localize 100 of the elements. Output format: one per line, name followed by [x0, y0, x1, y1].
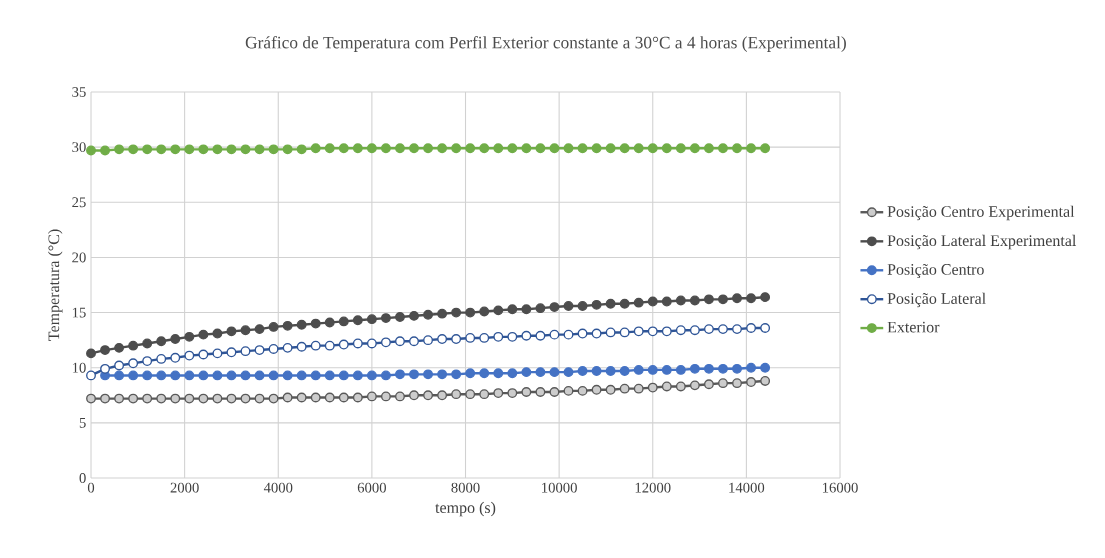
point [619, 327, 630, 338]
point [605, 298, 616, 309]
point [380, 391, 391, 402]
point [661, 143, 672, 154]
point [549, 367, 560, 378]
point [282, 392, 293, 403]
point [282, 370, 293, 381]
point [732, 293, 742, 304]
point [521, 387, 532, 397]
point [718, 143, 728, 154]
point [240, 144, 251, 155]
point [240, 346, 251, 357]
point [732, 363, 742, 374]
point [479, 143, 490, 154]
point [465, 389, 476, 400]
point [114, 144, 125, 155]
point [352, 143, 363, 154]
point [549, 387, 560, 397]
point [254, 144, 265, 155]
point [577, 143, 588, 154]
point [549, 143, 560, 154]
x-tick-label: 0 [87, 482, 95, 493]
point [493, 388, 504, 399]
point [86, 348, 96, 359]
point [647, 143, 658, 154]
point [254, 370, 265, 381]
y-axis-title: Temperatura (°C) [47, 229, 63, 341]
y-tick-label: 35 [72, 87, 86, 97]
point [184, 331, 195, 342]
point [563, 301, 574, 311]
point [352, 370, 363, 381]
point [521, 143, 532, 154]
point [423, 309, 433, 320]
point [268, 370, 279, 381]
point [114, 342, 125, 353]
point [493, 305, 504, 316]
point [704, 379, 714, 390]
point [409, 143, 419, 154]
point [380, 313, 391, 324]
point [86, 370, 96, 381]
point [760, 143, 771, 154]
point [324, 317, 335, 328]
point [212, 348, 223, 359]
point [661, 326, 672, 337]
point [746, 362, 756, 373]
point [732, 143, 742, 154]
point [563, 329, 574, 340]
point [156, 336, 167, 347]
point [493, 331, 504, 342]
point [254, 324, 265, 335]
point [619, 143, 630, 154]
point [619, 366, 630, 376]
point [437, 334, 448, 344]
point [675, 325, 686, 336]
point [521, 304, 532, 315]
point [409, 310, 419, 321]
x-tick-label: 12000 [635, 482, 671, 493]
point [451, 307, 462, 318]
y-tick-label: 20 [72, 252, 86, 263]
point [465, 307, 476, 318]
point [226, 370, 237, 381]
point [324, 143, 335, 154]
point [605, 366, 616, 376]
point [338, 339, 349, 350]
point [310, 143, 321, 154]
point [535, 387, 546, 397]
point [689, 380, 700, 391]
point [451, 389, 462, 400]
point [647, 326, 658, 337]
point [619, 298, 630, 309]
y-tick-label: 10 [72, 362, 86, 373]
point [577, 301, 588, 311]
point [647, 382, 658, 393]
point [254, 393, 265, 404]
point [268, 144, 279, 155]
point [535, 143, 546, 154]
point [226, 144, 237, 155]
point [591, 366, 602, 376]
point [254, 345, 265, 356]
point [605, 143, 616, 154]
point [380, 143, 391, 154]
point [296, 341, 307, 352]
point [366, 338, 377, 349]
point [338, 143, 349, 154]
x-axis-title: tempo (s) [435, 501, 496, 517]
point [577, 385, 588, 396]
point [760, 323, 771, 333]
point [100, 363, 110, 374]
point [423, 335, 433, 346]
legend-label: Exterior [887, 321, 940, 333]
point [128, 370, 139, 381]
point [507, 368, 518, 379]
point [310, 370, 321, 381]
x-tick-label: 10000 [542, 482, 577, 493]
point [268, 321, 279, 332]
point [395, 391, 405, 402]
point [338, 370, 349, 381]
x-tick-label: 2000 [170, 482, 199, 493]
point [184, 393, 195, 404]
point [704, 324, 714, 335]
